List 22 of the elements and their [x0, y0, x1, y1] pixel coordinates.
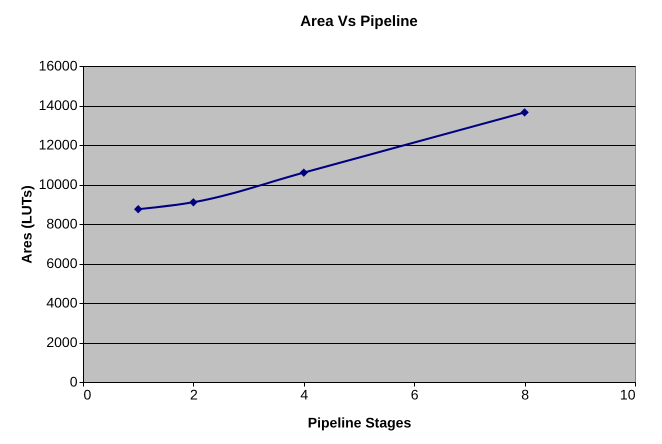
x-tick-label: 2 [190, 386, 198, 402]
x-tick-label: 8 [521, 386, 530, 402]
y-axis-title: Ares (LUTs) [18, 185, 35, 264]
x-tick-label: 4 [300, 386, 308, 402]
y-tick-label: 10000 [38, 176, 78, 192]
y-tick-label: 2000 [46, 334, 78, 350]
x-tick-label: 6 [410, 386, 419, 402]
y-tick-label: 12000 [38, 136, 78, 152]
point [189, 198, 198, 206]
chart-title: Area Vs Pipeline [300, 13, 418, 30]
x-axis-title: Pipeline Stages [308, 414, 412, 430]
point [300, 168, 308, 177]
x-tick-label: 10 [620, 386, 636, 402]
y-tick-label: 0 [70, 374, 78, 390]
y-tick-label: 8000 [46, 216, 78, 232]
point [520, 108, 529, 117]
y-tick-label: 6000 [46, 255, 78, 271]
point [134, 205, 142, 214]
y-tick-label: 16000 [38, 58, 78, 74]
y-tick-label: 14000 [38, 97, 78, 113]
y-tick-label: 4000 [46, 294, 78, 310]
x-tick-label: 0 [84, 386, 92, 402]
